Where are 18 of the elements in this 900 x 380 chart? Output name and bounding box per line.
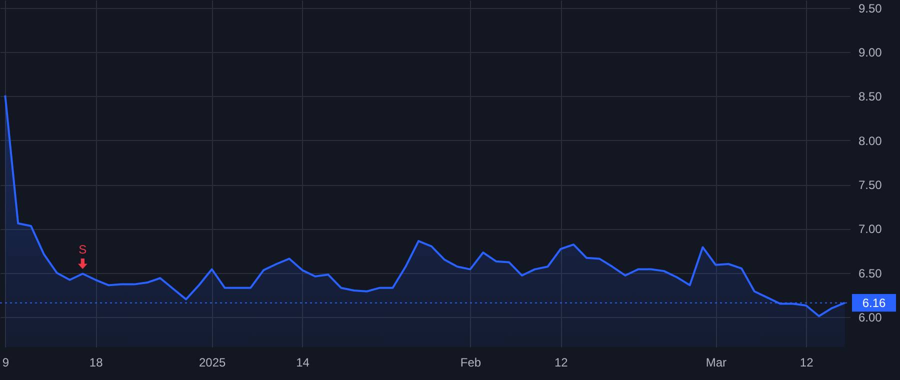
x-tick-label: Mar [706,356,726,370]
x-tick-label: 12 [800,356,814,370]
y-tick-label: 9.50 [858,1,882,16]
x-tick-label: 12 [554,356,568,370]
y-tick-label: 7.50 [858,178,882,192]
y-tick-label: 6.50 [858,266,882,280]
y-tick-label: 9.00 [858,46,882,60]
ref-line-label: 6.16 [862,296,886,310]
annotation: S [78,242,87,257]
y-tick-label: 7.00 [858,222,882,236]
y-tick-label: 8.00 [858,134,882,148]
y-tick-label: 6.00 [858,310,882,324]
y-tick-label: 8.50 [858,90,882,104]
x-tick-label: Feb [460,356,482,370]
x-tick-label: 9 [2,356,10,370]
x-tick-label: 2025 [199,356,226,370]
x-tick-label: 18 [89,356,104,370]
x-tick-label: 14 [296,356,310,370]
